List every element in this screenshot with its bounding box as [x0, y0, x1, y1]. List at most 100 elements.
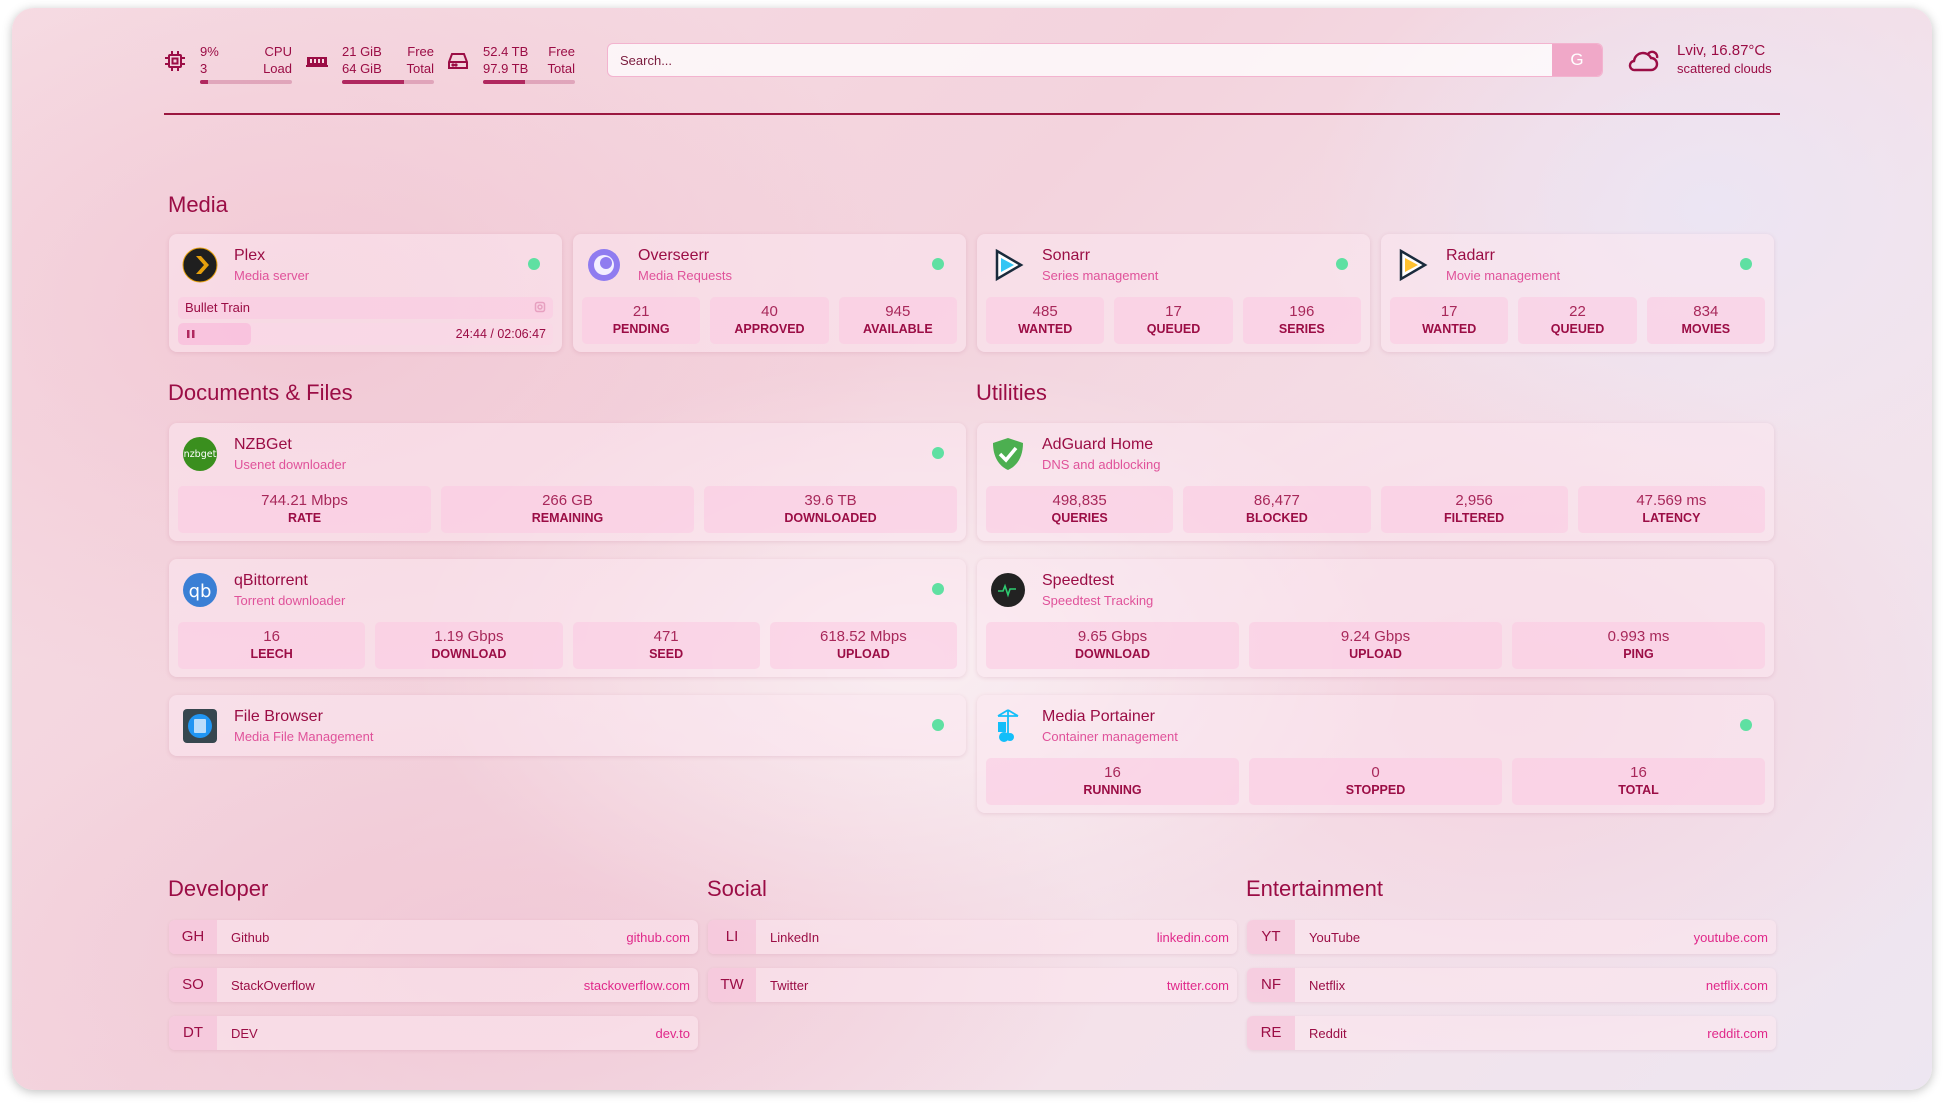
service-description: Media server — [234, 268, 310, 283]
search-input[interactable]: Search... G — [607, 43, 1603, 77]
service-stats: 16 RUNNING 0 STOPPED 16 TOTAL — [986, 758, 1765, 805]
service-title: AdGuard Home — [1042, 436, 1154, 453]
disk-widget: 52.4 TB Free 97.9 TB Total — [447, 43, 575, 84]
stat-label: WANTED — [1018, 322, 1073, 336]
bookmark-url[interactable]: reddit.com — [1707, 1025, 1768, 1041]
svg-text:qb: qb — [189, 581, 212, 602]
bookmark-url[interactable]: stackoverflow.com — [583, 977, 690, 993]
status-indicator — [932, 447, 944, 459]
bookmark-dev[interactable]: DT DEV dev.to — [169, 1016, 698, 1050]
bookmark-twitter[interactable]: TW Twitter twitter.com — [708, 968, 1237, 1002]
service-title: NZBGet — [234, 436, 292, 453]
bookmark-youtube[interactable]: YT YouTube youtube.com — [1247, 920, 1776, 954]
plex-icon — [182, 247, 218, 283]
stat-value: 9.65 Gbps — [1077, 628, 1148, 645]
stat-value: 485 — [1032, 303, 1058, 320]
stat-label: REMAINING — [531, 511, 604, 525]
bookmark-url[interactable]: youtube.com — [1693, 929, 1768, 945]
service-card-qbittorrent[interactable]: qb qBittorrent Torrent downloader 16 LEECH 1.… — [169, 559, 966, 677]
stat-stopped: 0 STOPPED — [1249, 758, 1502, 805]
stat-value: 471 — [653, 628, 679, 645]
cpu-load-label: Load — [263, 61, 292, 76]
status-indicator — [932, 719, 944, 731]
stat-upload: 618.52 Mbps UPLOAD — [769, 622, 957, 669]
service-card-nzbget[interactable]: nzbget NZBGet Usenet downloader 744.21 Mbps… — [169, 423, 966, 541]
bookmark-name: Netflix — [1309, 977, 1346, 993]
bar-fill — [200, 80, 209, 84]
search-provider-button[interactable]: G — [1552, 44, 1602, 76]
disk-free-label: Free — [548, 44, 575, 59]
service-description: Container management — [1042, 729, 1178, 744]
speedtest-icon — [990, 572, 1026, 608]
service-stats: 9.65 Gbps DOWNLOAD 9.24 Gbps UPLOAD 0.993 ms… — [986, 622, 1765, 669]
pause-icon[interactable] — [186, 328, 196, 342]
section-media: Media — [168, 192, 228, 217]
status-indicator — [1740, 258, 1752, 270]
bookmark-url[interactable]: github.com — [626, 929, 690, 945]
memory-icon — [306, 57, 328, 67]
service-card-speedtest[interactable]: Speedtest Speedtest Tracking 9.65 Gbps DOWN… — [977, 559, 1774, 677]
bookmark-abbr: GH — [169, 920, 217, 954]
stat-label: LATENCY — [1642, 511, 1701, 525]
stat-seed: 471 SEED — [572, 622, 760, 669]
bookmark-url[interactable]: dev.to — [655, 1025, 690, 1041]
weather-location: Lviv, 16.87°C — [1677, 42, 1766, 59]
memory-total-label: Total — [406, 61, 434, 76]
memory-widget: 21 GiB Free 64 GiB Total — [306, 43, 434, 84]
stat-label: QUERIES — [1051, 511, 1108, 525]
section-documents: Documents & Files — [168, 380, 353, 405]
service-stats: 16 LEECH 1.19 Gbps DOWNLOAD 471 SEED 618.52 Mb… — [178, 622, 957, 669]
service-card-plex[interactable]: Plex Media server Bullet Train 24:44 / 02:0… — [169, 234, 562, 352]
now-playing-title-row: Bullet Train — [178, 297, 553, 319]
stat-queued: 17 QUEUED — [1114, 297, 1233, 344]
service-card-file-browser[interactable]: File Browser Media File Management — [169, 695, 966, 756]
status-indicator — [1336, 258, 1348, 270]
service-card-sonarr[interactable]: Sonarr Series management 485 WANTED 17 QUEUED… — [977, 234, 1370, 352]
service-card-media-portainer[interactable]: Media Portainer Container management 16 RUN… — [977, 695, 1774, 813]
service-description: Speedtest Tracking — [1042, 593, 1154, 608]
transcode-icon — [534, 301, 546, 316]
status-indicator — [1740, 719, 1752, 731]
service-description: Media File Management — [234, 729, 374, 744]
stat-value: 266 GB — [542, 492, 593, 509]
bookmark-name: LinkedIn — [770, 929, 820, 945]
bookmark-url[interactable]: twitter.com — [1166, 977, 1229, 993]
disk-bar — [483, 80, 575, 84]
cpu-icon — [165, 51, 185, 71]
stat-value: 47.569 ms — [1636, 492, 1707, 509]
bookmark-github[interactable]: GH Github github.com — [169, 920, 698, 954]
service-description: Usenet downloader — [234, 457, 347, 472]
overseerr-icon — [586, 247, 622, 283]
bookmark-netflix[interactable]: NF Netflix netflix.com — [1247, 968, 1776, 1002]
bookmark-url[interactable]: netflix.com — [1705, 977, 1768, 993]
stat-value: 834 — [1693, 303, 1719, 320]
bookmark-reddit[interactable]: RE Reddit reddit.com — [1247, 1016, 1776, 1050]
stat-filtered: 2,956 FILTERED — [1380, 486, 1568, 533]
playback-time: 24:44 / 02:06:47 — [455, 327, 546, 341]
service-card-radarr[interactable]: Radarr Movie management 17 WANTED 22 QUEUED 83… — [1381, 234, 1774, 352]
service-card-overseerr[interactable]: Overseerr Media Requests 21 PENDING 40 APPROV… — [573, 234, 966, 352]
stat-label: UPLOAD — [836, 647, 890, 661]
service-stats: 498,835 QUERIES 86,477 BLOCKED 2,956 FILTERED… — [986, 486, 1765, 533]
stat-value: 196 — [1289, 303, 1315, 320]
cpu-bar — [200, 80, 292, 84]
stat-value: 21 — [632, 303, 650, 320]
stat-label: DOWNLOADED — [784, 511, 877, 525]
bookmark-url[interactable]: linkedin.com — [1156, 929, 1229, 945]
disk-total: 97.9 TB — [483, 61, 529, 76]
playback-progress[interactable]: 24:44 / 02:06:47 — [178, 323, 553, 345]
service-title: Media Portainer — [1042, 708, 1155, 725]
bookmark-name: Reddit — [1309, 1025, 1347, 1041]
qbittorrent-icon: qb — [182, 572, 218, 608]
service-title: Sonarr — [1042, 247, 1091, 264]
bookmark-stackoverflow[interactable]: SO StackOverflow stackoverflow.com — [169, 968, 698, 1002]
service-title: Speedtest — [1042, 572, 1115, 589]
service-description: DNS and adblocking — [1042, 457, 1161, 472]
service-card-adguard-home[interactable]: AdGuard Home DNS and adblocking 498,835 QUE… — [977, 423, 1774, 541]
bookmark-abbr: RE — [1247, 1016, 1295, 1050]
bookmark-linkedin[interactable]: LI LinkedIn linkedin.com — [708, 920, 1237, 954]
memory-free: 21 GiB — [342, 44, 382, 59]
stat-running: 16 RUNNING — [986, 758, 1239, 805]
service-description: Media Requests — [638, 268, 732, 283]
stat-value: 17 — [1440, 303, 1458, 320]
